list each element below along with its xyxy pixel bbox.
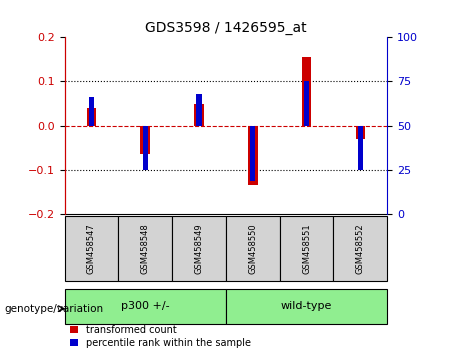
Text: GSM458548: GSM458548: [141, 223, 150, 274]
FancyBboxPatch shape: [172, 216, 226, 281]
Text: GSM458549: GSM458549: [195, 223, 203, 274]
FancyBboxPatch shape: [280, 216, 333, 281]
Bar: [304, 81, 309, 126]
Legend: transformed count, percentile rank within the sample: transformed count, percentile rank withi…: [70, 324, 252, 349]
Bar: [355, 126, 365, 139]
Bar: [248, 126, 258, 185]
Text: GSM458552: GSM458552: [356, 223, 365, 274]
Bar: [196, 94, 201, 126]
Text: GSM458550: GSM458550: [248, 223, 257, 274]
Bar: [142, 126, 148, 170]
Bar: [87, 108, 96, 126]
Bar: [250, 126, 255, 181]
Text: p300 +/-: p300 +/-: [121, 301, 170, 311]
FancyBboxPatch shape: [226, 216, 280, 281]
Bar: [301, 57, 311, 126]
FancyBboxPatch shape: [333, 216, 387, 281]
Bar: [89, 97, 94, 126]
Text: genotype/variation: genotype/variation: [5, 304, 104, 314]
FancyBboxPatch shape: [226, 289, 387, 324]
Bar: [194, 104, 204, 126]
Bar: [140, 126, 150, 154]
FancyBboxPatch shape: [65, 216, 118, 281]
FancyBboxPatch shape: [65, 289, 226, 324]
Text: GSM458551: GSM458551: [302, 223, 311, 274]
Bar: [358, 126, 363, 170]
Text: GSM458547: GSM458547: [87, 223, 96, 274]
FancyBboxPatch shape: [118, 216, 172, 281]
Title: GDS3598 / 1426595_at: GDS3598 / 1426595_at: [145, 21, 307, 35]
Text: wild-type: wild-type: [281, 301, 332, 311]
